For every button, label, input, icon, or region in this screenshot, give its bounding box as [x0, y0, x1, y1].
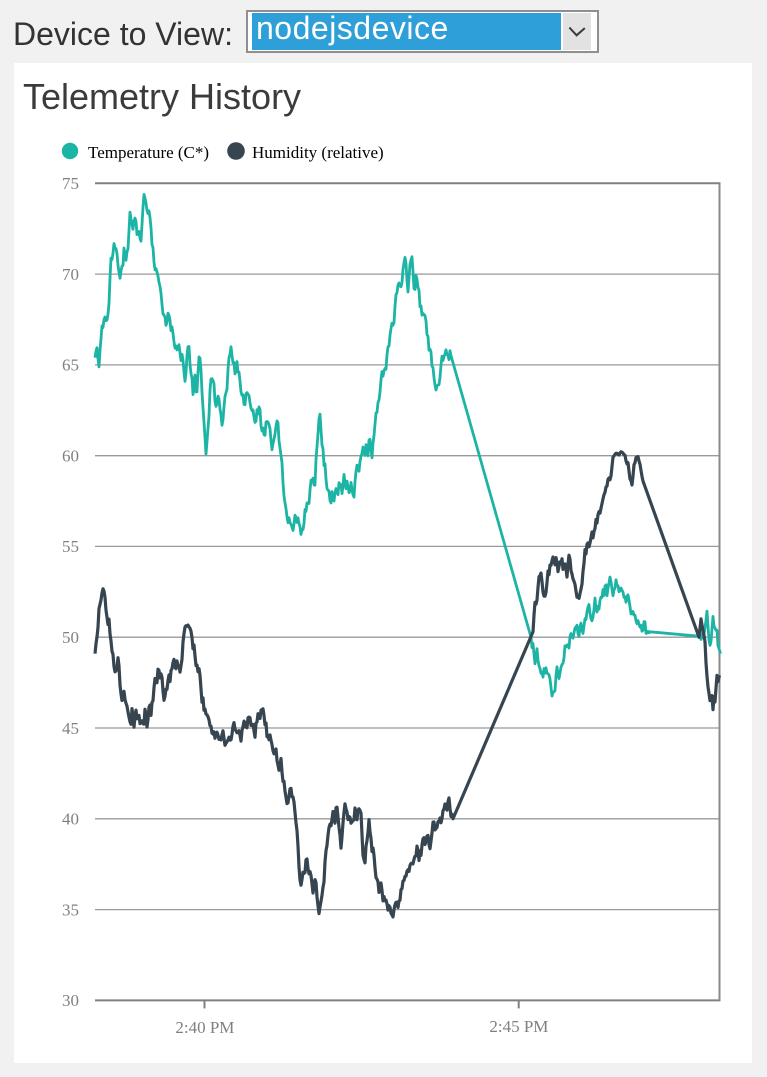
- svg-text:Humidity (relative): Humidity (relative): [252, 143, 384, 162]
- svg-text:2:45 PM: 2:45 PM: [489, 1017, 548, 1036]
- svg-text:75: 75: [62, 174, 79, 193]
- svg-text:50: 50: [62, 628, 79, 647]
- svg-text:35: 35: [62, 900, 79, 919]
- svg-text:60: 60: [62, 447, 79, 466]
- svg-text:30: 30: [62, 991, 79, 1010]
- svg-text:45: 45: [62, 719, 79, 738]
- svg-text:40: 40: [62, 810, 79, 829]
- svg-text:55: 55: [62, 537, 79, 556]
- svg-text:Temperature (C*): Temperature (C*): [88, 143, 209, 162]
- svg-text:2:40 PM: 2:40 PM: [175, 1018, 234, 1037]
- svg-text:70: 70: [62, 265, 79, 284]
- svg-text:65: 65: [62, 356, 79, 375]
